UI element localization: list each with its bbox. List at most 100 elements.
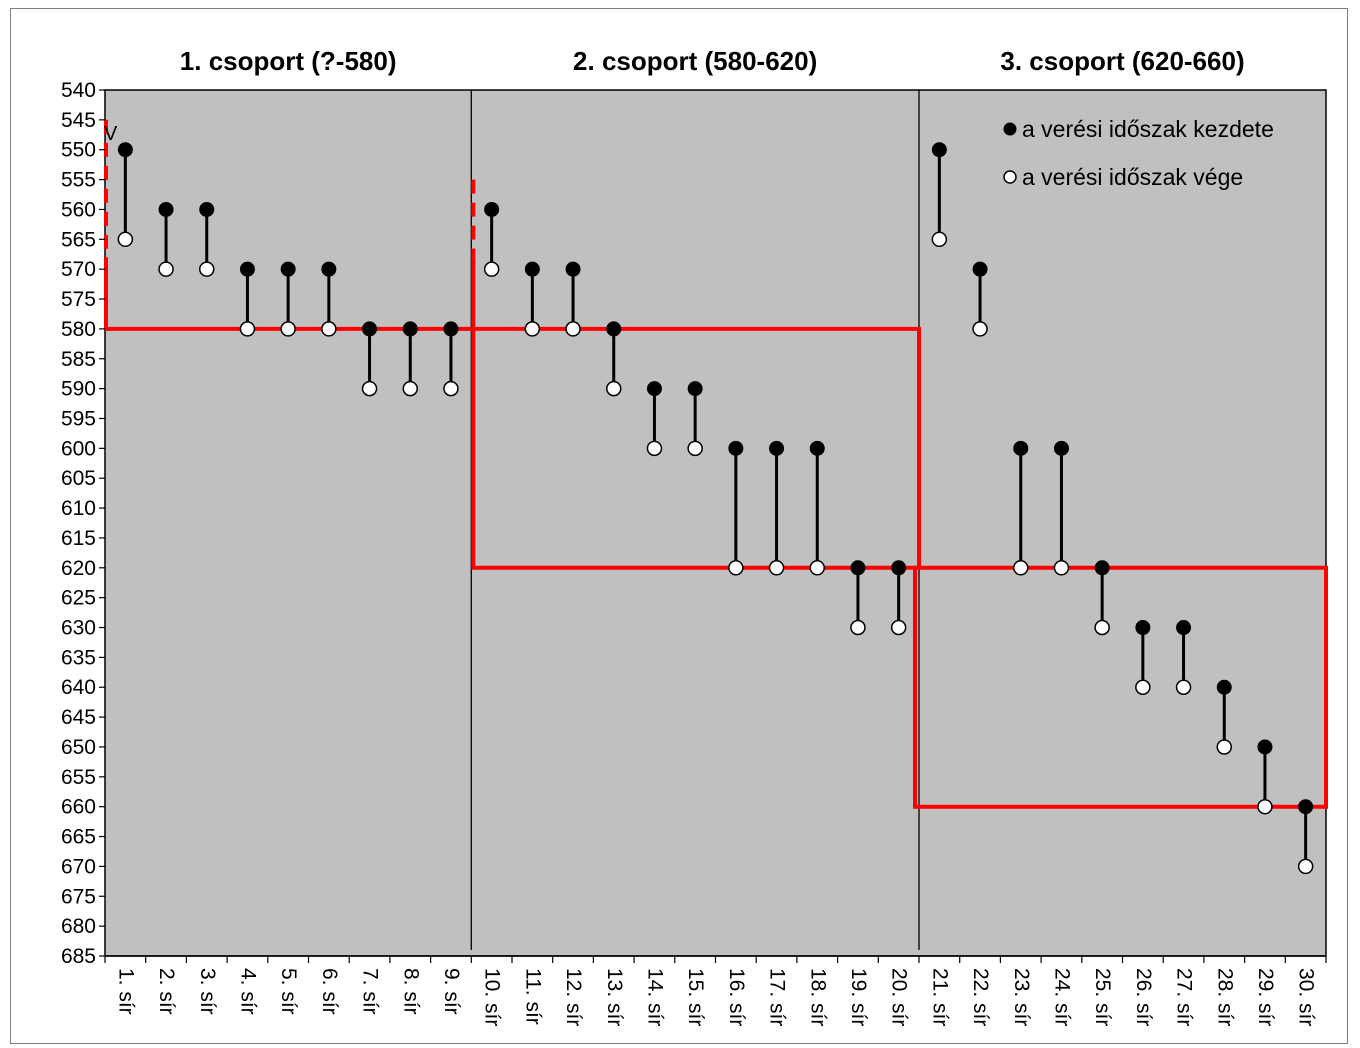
start-marker — [443, 321, 459, 337]
x-tick-label: 9. sír — [440, 968, 463, 1015]
y-tick-label: 610 — [61, 497, 96, 520]
x-tick-label: 15. sír — [684, 968, 707, 1026]
start-marker — [484, 201, 500, 217]
y-tick-label: 650 — [61, 736, 96, 759]
group-title-3: 3. csoport (620-660) — [1000, 46, 1244, 76]
y-tick-label: 645 — [61, 706, 96, 729]
x-tick-label: 23. sír — [1010, 968, 1033, 1026]
y-tick-label: 655 — [61, 766, 96, 789]
start-marker — [972, 261, 988, 277]
end-marker — [931, 231, 948, 248]
y-tick-label: 580 — [61, 318, 96, 341]
end-marker — [402, 380, 418, 397]
x-tick-label: 4. sír — [236, 968, 259, 1015]
y-tick-label: 560 — [61, 198, 96, 221]
y-tick-label: 565 — [61, 228, 96, 251]
x-tick-label: 6. sír — [318, 968, 341, 1015]
y-tick-label: 670 — [61, 855, 96, 878]
end-marker — [768, 560, 785, 576]
x-tick-label: 21. sír — [928, 968, 951, 1026]
end-marker — [972, 321, 988, 337]
dumbbell-markers — [117, 142, 1314, 875]
end-marker — [483, 261, 500, 277]
start-marker — [402, 321, 418, 337]
end-marker — [1297, 858, 1314, 875]
y-tick-label: 545 — [61, 109, 96, 132]
x-tick-label: 8. sír — [399, 968, 422, 1015]
x-tick-label: 12. sír — [562, 968, 585, 1026]
start-marker — [158, 201, 174, 217]
start-marker — [1216, 679, 1232, 695]
end-marker — [321, 321, 337, 337]
end-marker — [606, 380, 622, 397]
y-tick-label: 620 — [61, 557, 96, 580]
y-tick-label: 685 — [61, 945, 96, 968]
end-marker — [565, 321, 581, 337]
x-tick-label: 26. sír — [1132, 968, 1155, 1026]
end-marker — [199, 261, 215, 277]
x-tick-label: 13. sír — [603, 968, 626, 1026]
x-tick-label: 1. sír — [114, 968, 137, 1015]
end-marker — [239, 321, 256, 337]
start-marker — [321, 261, 337, 277]
y-tick-label: 675 — [61, 885, 96, 908]
y-tick-label: 570 — [61, 258, 96, 281]
x-tick-label: 22. sír — [969, 968, 992, 1026]
legend-marker-start — [1003, 122, 1017, 136]
x-tick-label: 5. sír — [277, 968, 300, 1015]
x-tick-label: 18. sír — [806, 968, 829, 1026]
start-marker — [1053, 440, 1069, 456]
y-tick-label: 585 — [61, 348, 96, 371]
start-marker — [280, 261, 296, 277]
y-tick-label: 635 — [61, 646, 96, 669]
end-marker — [1053, 560, 1070, 576]
start-marker — [1298, 799, 1314, 815]
y-axis: 540 545 550 555 560 565 570 575 580 585 590 595 600 6… — [61, 79, 105, 968]
legend-label-start: a verési időszak kezdete — [1022, 116, 1274, 142]
x-tick-label: 29. sír — [1254, 968, 1277, 1026]
x-axis: 1. sír 2. sír 3. sír 4. sír 5. sír 6. sír 7. s… — [104, 955, 1327, 1026]
end-marker — [1094, 619, 1110, 636]
legend: a verési időszak kezdete a verési idősza… — [1003, 116, 1274, 190]
x-tick-label: 7. sír — [359, 968, 382, 1015]
start-marker — [809, 440, 825, 456]
dumbbell-stems — [123, 149, 1308, 867]
x-tick-label: 17. sír — [766, 968, 789, 1026]
start-marker — [891, 560, 907, 576]
end-marker — [280, 321, 296, 337]
x-tick-label: 3. sír — [196, 968, 219, 1015]
group-title-2: 2. csoport (580-620) — [573, 46, 817, 76]
end-marker — [443, 380, 459, 397]
y-tick-label: 540 — [61, 79, 96, 102]
x-tick-label: 14. sír — [643, 968, 666, 1026]
y-tick-label: 615 — [61, 527, 96, 550]
group-titles: 1. csoport (?-580) 2. csoport (580-620) 3.… — [180, 46, 1245, 76]
x-tick-label: 25. sír — [1091, 968, 1114, 1026]
x-tick-label: 16. sír — [725, 968, 748, 1026]
x-tick-label: 28. sír — [1213, 968, 1236, 1026]
x-tick-label: 20. sír — [888, 968, 911, 1026]
start-marker — [850, 560, 866, 576]
end-marker — [158, 261, 174, 277]
end-marker — [1216, 739, 1232, 755]
y-tick-label: 680 — [61, 915, 96, 938]
start-marker — [769, 440, 785, 456]
end-marker — [850, 619, 866, 636]
start-marker — [362, 321, 378, 337]
y-tick-label: 660 — [61, 796, 96, 819]
y-tick-label: 555 — [61, 169, 96, 192]
group-3-range-box — [913, 565, 1328, 809]
x-tick-label: 19. sír — [847, 968, 870, 1026]
start-marker — [1013, 440, 1029, 456]
annotation-label: V — [104, 123, 118, 145]
start-marker — [199, 201, 215, 217]
end-marker — [1175, 679, 1192, 695]
x-tick-label: 24. sír — [1050, 968, 1073, 1026]
end-marker — [1013, 560, 1029, 576]
end-marker — [728, 560, 744, 576]
y-tick-label: 630 — [61, 617, 96, 640]
x-tick-label: 27. sír — [1173, 968, 1196, 1026]
end-marker — [361, 380, 378, 397]
end-marker — [646, 440, 663, 457]
end-marker — [809, 560, 825, 576]
